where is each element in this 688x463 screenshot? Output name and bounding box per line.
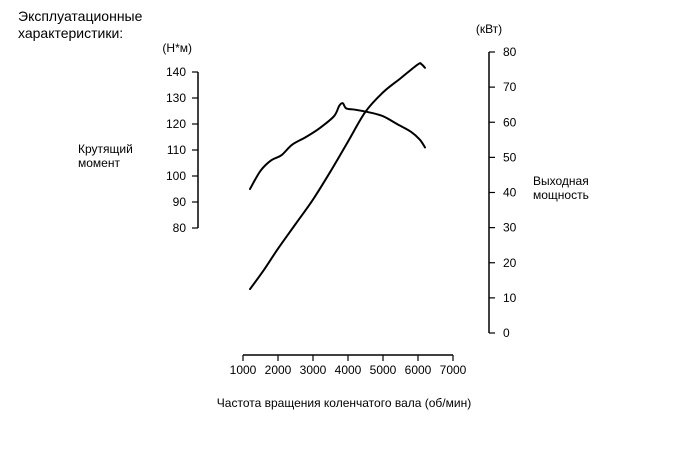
x-tick-label: 3000 [300,363,327,377]
x-tick-label: 1000 [230,363,257,377]
left-tick-label: 80 [173,221,187,235]
right-axis-unit: (кВт) [476,22,502,36]
torque-curve [249,102,426,190]
right-tick-label: 60 [503,115,517,129]
title-line-2: характеристики: [18,25,124,41]
left-tick-label: 140 [166,65,186,79]
right-tick-label: 50 [503,150,517,164]
right-axis-label: Выходная мощность [533,174,589,202]
x-tick-label: 2000 [265,363,292,377]
x-tick-label: 4000 [335,363,362,377]
left-tick-label: 110 [167,143,186,157]
right-tick-label: 70 [503,80,517,94]
right-tick-label: 30 [503,221,517,235]
x-tick-label: 6000 [405,363,432,377]
left-axis-label: Крутящий момент [78,142,133,170]
left-tick-label: 130 [166,91,186,105]
right-tick-label: 10 [503,291,517,305]
left-axis-unit: (Н*м) [162,41,192,55]
x-tick-label: 5000 [370,363,397,377]
x-axis-label: Частота вращения коленчатого вала (об/ми… [216,396,472,410]
right-tick-label: 0 [503,326,510,340]
title-line-1: Эксплуатационные [18,8,143,24]
left-tick-label: 90 [173,195,187,209]
left-tick-label: 100 [166,169,186,183]
right-tick-label: 20 [503,256,517,270]
chart-title: Эксплуатационные характеристики: [18,8,142,42]
right-tick-label: 40 [503,186,517,200]
right-axis-label-line-2: мощность [533,188,589,202]
left-axis-label-line-1: Крутящий [78,142,133,156]
right-tick-label: 80 [503,45,517,59]
left-axis-label-line-2: момент [78,156,120,170]
right-axis-label-line-1: Выходная [533,174,589,188]
left-tick-label: 120 [166,117,186,131]
power-curve [249,62,426,291]
x-tick-label: 7000 [440,363,467,377]
